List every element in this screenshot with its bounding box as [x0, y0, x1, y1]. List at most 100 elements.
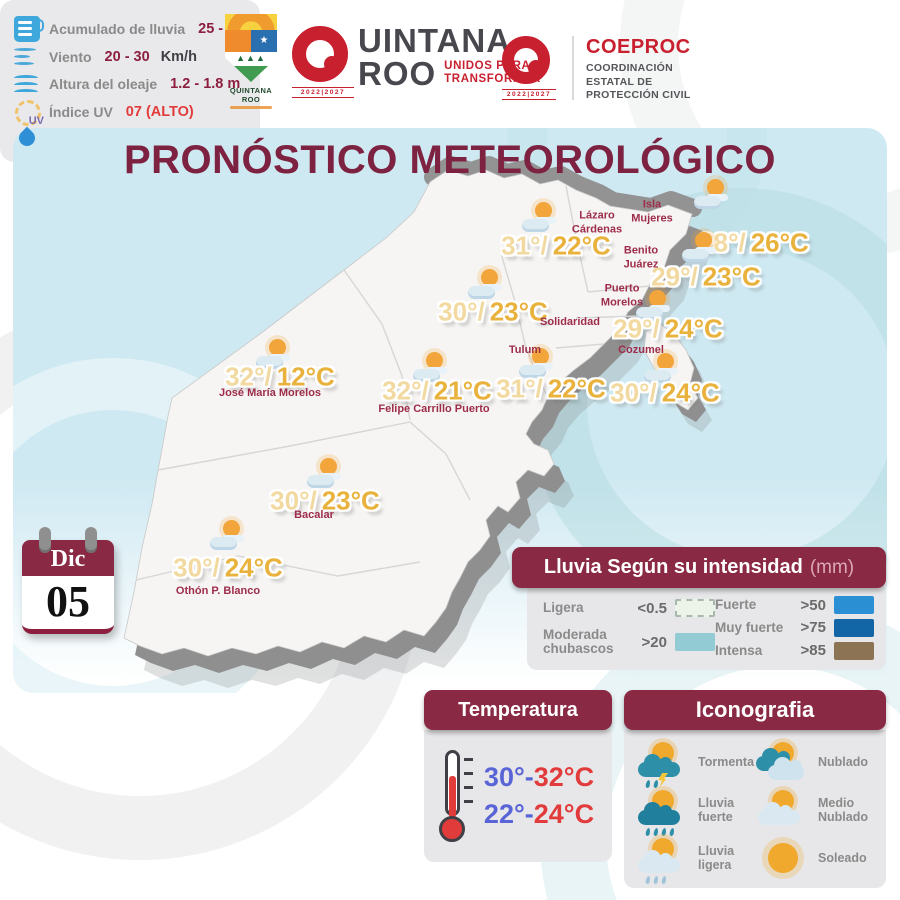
- temp-min: 23°C: [321, 485, 380, 516]
- condition-value: 07 (ALTO): [125, 103, 194, 120]
- temp-felipe-carrillo-puerto: 32°/21°C: [382, 376, 492, 407]
- rain-legend-header: Lluvia Según su intensidad (mm): [512, 547, 886, 588]
- iconography-panel-header: Iconografia: [624, 690, 886, 730]
- waves-icon: [14, 71, 40, 97]
- iconography-item-lluvia-fuerte: Lluvia fuerte: [636, 786, 756, 837]
- coeproc-dept-line2: ESTATAL DE: [586, 75, 653, 88]
- swatch-ligera: [675, 599, 715, 618]
- temp-max: 30°/: [270, 485, 317, 516]
- legend-row-fuerte: Fuerte >50: [715, 596, 874, 615]
- legend-value: >20: [641, 633, 667, 651]
- calendar-pin-icon: [85, 527, 97, 553]
- sun-cloud-icon: [522, 202, 560, 232]
- temp-bacalar: 30°/23°C: [270, 486, 380, 517]
- coeproc-dept-line1: COORDINACIÓN: [586, 62, 674, 74]
- swatch-fuerte: [834, 596, 874, 615]
- temp-max: 31°/: [501, 230, 548, 261]
- legend-value: <0.5: [637, 599, 667, 617]
- coeproc-logo-block: 2022|2027 COEPROC COORDINACIÓN ESTATAL D…: [502, 36, 691, 103]
- iconography-label: Lluvia ligera: [698, 843, 735, 872]
- swatch-muy-fuerte: [834, 618, 874, 637]
- sun-cloud-icon: [644, 353, 682, 383]
- wind-icon: [14, 44, 40, 70]
- iconography-panel-body: Tormenta Nublado Lluvia fuerte Medio Nub…: [624, 730, 886, 888]
- sunny-icon: [756, 837, 810, 879]
- iconography-item-soleado: Soleado: [756, 834, 876, 882]
- condition-value: 1.2 - 1.8 m: [170, 76, 241, 92]
- iconography-item-lluvia-ligera: Lluvia ligera: [636, 834, 756, 885]
- uv-index-icon: [14, 99, 44, 127]
- temp-max: 30°/: [610, 377, 657, 408]
- sun-cloud-icon: [519, 348, 557, 378]
- brand-name-top: UINTANA: [358, 22, 512, 59]
- temp-max: 29°/: [651, 261, 698, 292]
- temp-min: 24°C: [664, 313, 723, 344]
- municipality-borders: [135, 185, 651, 581]
- temp-high-to: 32°C: [533, 762, 595, 792]
- partly-cloudy-icon: [756, 789, 810, 831]
- heavy-rain-icon: [636, 789, 690, 837]
- coeproc-acronym: COEPROC: [586, 36, 691, 58]
- legend-label: Ligera: [543, 600, 584, 616]
- coat-of-arms-label: QUINTANA ROO: [229, 86, 273, 104]
- condition-label: Acumulado de lluvia: [49, 21, 186, 37]
- municipality-label: Tulum: [508, 343, 542, 356]
- temperature-panel-header: Temperatura: [424, 690, 612, 730]
- iconography-title: Iconografia: [695, 697, 815, 722]
- calendar-pin-icon: [39, 527, 51, 553]
- temp-min: 23°C: [489, 296, 548, 327]
- temp-othon-p-blanco: 30°/24°C: [173, 553, 283, 584]
- date-month: Dic: [22, 540, 114, 576]
- condition-label: Índice UV: [49, 103, 113, 120]
- sun-rays-band: [225, 14, 277, 30]
- cloudy-icon: [756, 741, 810, 783]
- temp-lazaro-cardenas: 31°/22°C: [501, 231, 611, 262]
- condition-value: 20 - 30: [104, 48, 150, 65]
- temp-range-low: 22°-24°C: [484, 799, 594, 830]
- storm-icon: [636, 741, 690, 789]
- municipality-label: Solidaridad: [540, 315, 600, 328]
- legend-value: >50: [800, 596, 826, 614]
- temp-low-to: 24°C: [533, 799, 595, 829]
- thermometer-icon: [438, 750, 473, 842]
- temp-max: 32°/: [382, 375, 429, 406]
- temp-benito-juarez: 29°/23°C: [651, 262, 761, 293]
- iconography-label: Lluvia fuerte: [698, 795, 735, 824]
- condition-row-waves: Altura del oleaje 1.2 - 1.8 m: [14, 71, 246, 97]
- light-rain-icon: [636, 837, 690, 885]
- temp-min: 21°C: [433, 375, 492, 406]
- temp-min: 23°C: [702, 261, 761, 292]
- sun-cloud-icon: [682, 232, 720, 262]
- coeproc-dept-line3: PROTECCIÓN CIVIL: [586, 89, 691, 102]
- temp-low-from: 22°-: [483, 799, 534, 829]
- swatch-moderada: [675, 633, 715, 652]
- page-title: PRONÓSTICO METEOROLÓGICO: [123, 138, 777, 182]
- sun-cloud-icon: [256, 339, 294, 369]
- legend-row-intensa: Intensa >85: [715, 641, 874, 660]
- temp-max: 30°/: [438, 296, 485, 327]
- brand-years: 2022|2027: [292, 87, 354, 98]
- legend-label: Muy fuerte: [715, 619, 784, 635]
- temp-isla-mujeres: 28°/26°C: [699, 228, 809, 259]
- temp-puerto-morelos: 29°/24°C: [613, 314, 723, 345]
- temp-min: 22°C: [547, 373, 606, 404]
- sun-cloud-icon: [636, 290, 674, 320]
- shield-orange-quarter: [225, 30, 251, 52]
- shield-star-quarter: ★: [251, 30, 277, 52]
- shield-trees-band: ▲▲▲: [225, 52, 277, 66]
- municipality-label: Benito Juárez: [623, 244, 659, 271]
- legend-label: Fuerte: [715, 597, 757, 613]
- sun-cloud-icon: [468, 269, 506, 299]
- municipality-label: Isla Mujeres: [631, 198, 673, 225]
- temp-cozumel: 30°/24°C: [610, 378, 720, 409]
- brand-name-bottom: ROO: [358, 55, 437, 92]
- temp-high-from: 30°-: [483, 762, 534, 792]
- rain-gauge-icon: [14, 16, 44, 42]
- municipality-label: Felipe Carrillo Puerto: [378, 402, 490, 415]
- iconography-label: Soleado: [818, 850, 867, 865]
- temperature-panel-body: 30°-32°C 22°-24°C: [424, 730, 612, 862]
- temp-min: 26°C: [750, 227, 809, 258]
- swatch-intensa: [834, 641, 874, 660]
